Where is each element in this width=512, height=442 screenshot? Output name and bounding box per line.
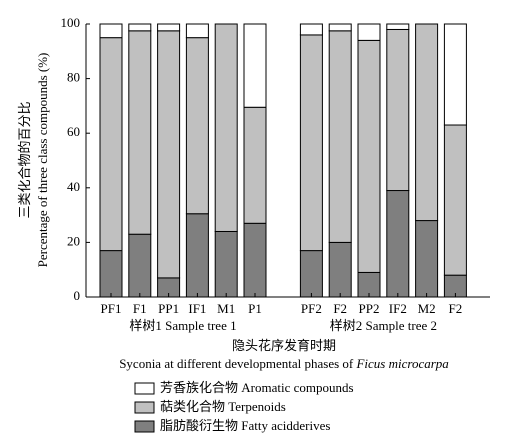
x-tick-label: IF1 (188, 301, 206, 316)
x-tick-label: M1 (217, 301, 235, 316)
x-tick-label: M2 (418, 301, 436, 316)
bar-segment (128, 23, 152, 32)
x-label-text: Syconia at different developmental phase… (119, 356, 354, 371)
bar-segment (357, 39, 381, 273)
x-tick-label: PP2 (359, 301, 380, 316)
bar-segment (99, 250, 123, 298)
x-tick-label: F1 (133, 301, 147, 316)
bar-segment (386, 28, 410, 192)
bar-segment (328, 241, 352, 298)
bar-segment (185, 213, 209, 298)
x-tick-label: PF1 (101, 301, 122, 316)
bar-segment (443, 23, 467, 126)
y-tick-label: 100 (61, 15, 81, 30)
legend-swatch (134, 401, 155, 414)
bar-segment (243, 222, 267, 298)
legend-label: 脂肪酸衍生物 Fatty acidderives (160, 418, 330, 433)
bar-segment (157, 30, 181, 279)
bar-segment (443, 124, 467, 276)
bar-segment (157, 23, 181, 32)
y-tick-label: 80 (67, 70, 80, 85)
x-tick-label: PP1 (158, 301, 179, 316)
y-tick-label: 0 (74, 288, 81, 303)
bar-segment (415, 220, 439, 298)
legend-label: 芳香族化合物 Aromatic compounds (160, 380, 354, 395)
x-tick-label: PF2 (301, 301, 322, 316)
x-tick-label: F2 (333, 301, 347, 316)
y-label-en: Percentage of three class compounds (%) (35, 53, 50, 268)
x-tick-label: P1 (248, 301, 262, 316)
bar-segment (243, 23, 267, 108)
bar-segment (299, 34, 323, 252)
bar-segment (99, 23, 123, 39)
x-label-en: Syconia at different developmental phase… (119, 356, 449, 371)
group-label: 样树1 Sample tree 1 (129, 318, 236, 333)
x-tick-label: F2 (449, 301, 463, 316)
x-label-cn: 隐头花序发育时期 (232, 338, 336, 353)
bar-segment (214, 230, 238, 298)
group-label: 样树2 Sample tree 2 (330, 318, 437, 333)
bar-segment (328, 23, 352, 32)
bar-segment (386, 190, 410, 298)
bar-segment (128, 30, 152, 235)
y-tick-label: 60 (67, 124, 80, 139)
bar-segment (185, 23, 209, 39)
x-label-species: Ficus microcarpa (355, 356, 449, 371)
y-label-cn: 三类化合物的百分比 (17, 101, 32, 218)
y-label: 三类化合物的百分比 (17, 101, 32, 218)
bar-segment (357, 23, 381, 41)
bar-segment (214, 23, 238, 232)
bar-segment (415, 23, 439, 222)
bar-segment (185, 37, 209, 215)
bar-segment (128, 233, 152, 298)
bar-segment (99, 37, 123, 252)
legend-swatch (134, 420, 155, 433)
bar-segment (386, 23, 410, 30)
bar-segment (299, 23, 323, 36)
legend-label: 萜类化合物 Terpenoids (160, 399, 286, 414)
legend-swatch (134, 382, 155, 395)
y-label: Percentage of three class compounds (%) (35, 53, 50, 268)
y-tick-label: 40 (67, 179, 80, 194)
bar-segment (328, 30, 352, 243)
bar-segment (299, 250, 323, 298)
bar-segment (243, 106, 267, 224)
x-tick-label: IF2 (389, 301, 407, 316)
y-tick-label: 20 (67, 233, 80, 248)
